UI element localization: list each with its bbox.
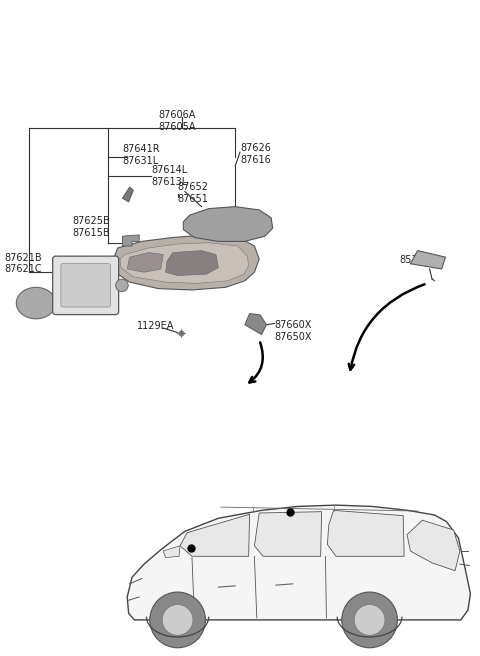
- Polygon shape: [180, 514, 250, 556]
- Text: 87652
87651: 87652 87651: [178, 182, 209, 204]
- Text: 87622
87612: 87622 87612: [55, 256, 86, 277]
- Polygon shape: [122, 187, 133, 202]
- Ellipse shape: [16, 287, 56, 319]
- Polygon shape: [122, 235, 139, 246]
- Text: 1129EA: 1129EA: [137, 321, 175, 331]
- Circle shape: [162, 605, 193, 635]
- Text: 87660X
87650X: 87660X 87650X: [275, 320, 312, 342]
- Circle shape: [150, 592, 205, 647]
- Text: 85101: 85101: [399, 255, 430, 264]
- Polygon shape: [407, 520, 460, 571]
- FancyArrowPatch shape: [249, 342, 263, 382]
- Polygon shape: [183, 207, 273, 241]
- Text: 87641R
87631L: 87641R 87631L: [122, 144, 160, 166]
- Circle shape: [354, 605, 385, 635]
- Polygon shape: [127, 253, 163, 272]
- Text: 87625B
87615B: 87625B 87615B: [72, 216, 110, 238]
- Polygon shape: [254, 512, 322, 556]
- Polygon shape: [127, 505, 470, 620]
- Text: 87614L
87613L: 87614L 87613L: [151, 165, 188, 187]
- FancyArrowPatch shape: [348, 284, 425, 370]
- Polygon shape: [120, 243, 249, 283]
- Text: 87621B
87621C: 87621B 87621C: [5, 253, 42, 274]
- Polygon shape: [245, 314, 266, 335]
- Text: 87626
87616: 87626 87616: [240, 143, 271, 165]
- Circle shape: [342, 592, 397, 647]
- Polygon shape: [410, 251, 445, 269]
- Polygon shape: [166, 251, 218, 276]
- FancyBboxPatch shape: [61, 264, 110, 307]
- Polygon shape: [163, 546, 180, 558]
- Polygon shape: [113, 235, 259, 290]
- Polygon shape: [327, 510, 404, 556]
- Circle shape: [116, 279, 128, 292]
- FancyBboxPatch shape: [53, 256, 119, 315]
- Text: 87606A
87605A: 87606A 87605A: [158, 110, 196, 132]
